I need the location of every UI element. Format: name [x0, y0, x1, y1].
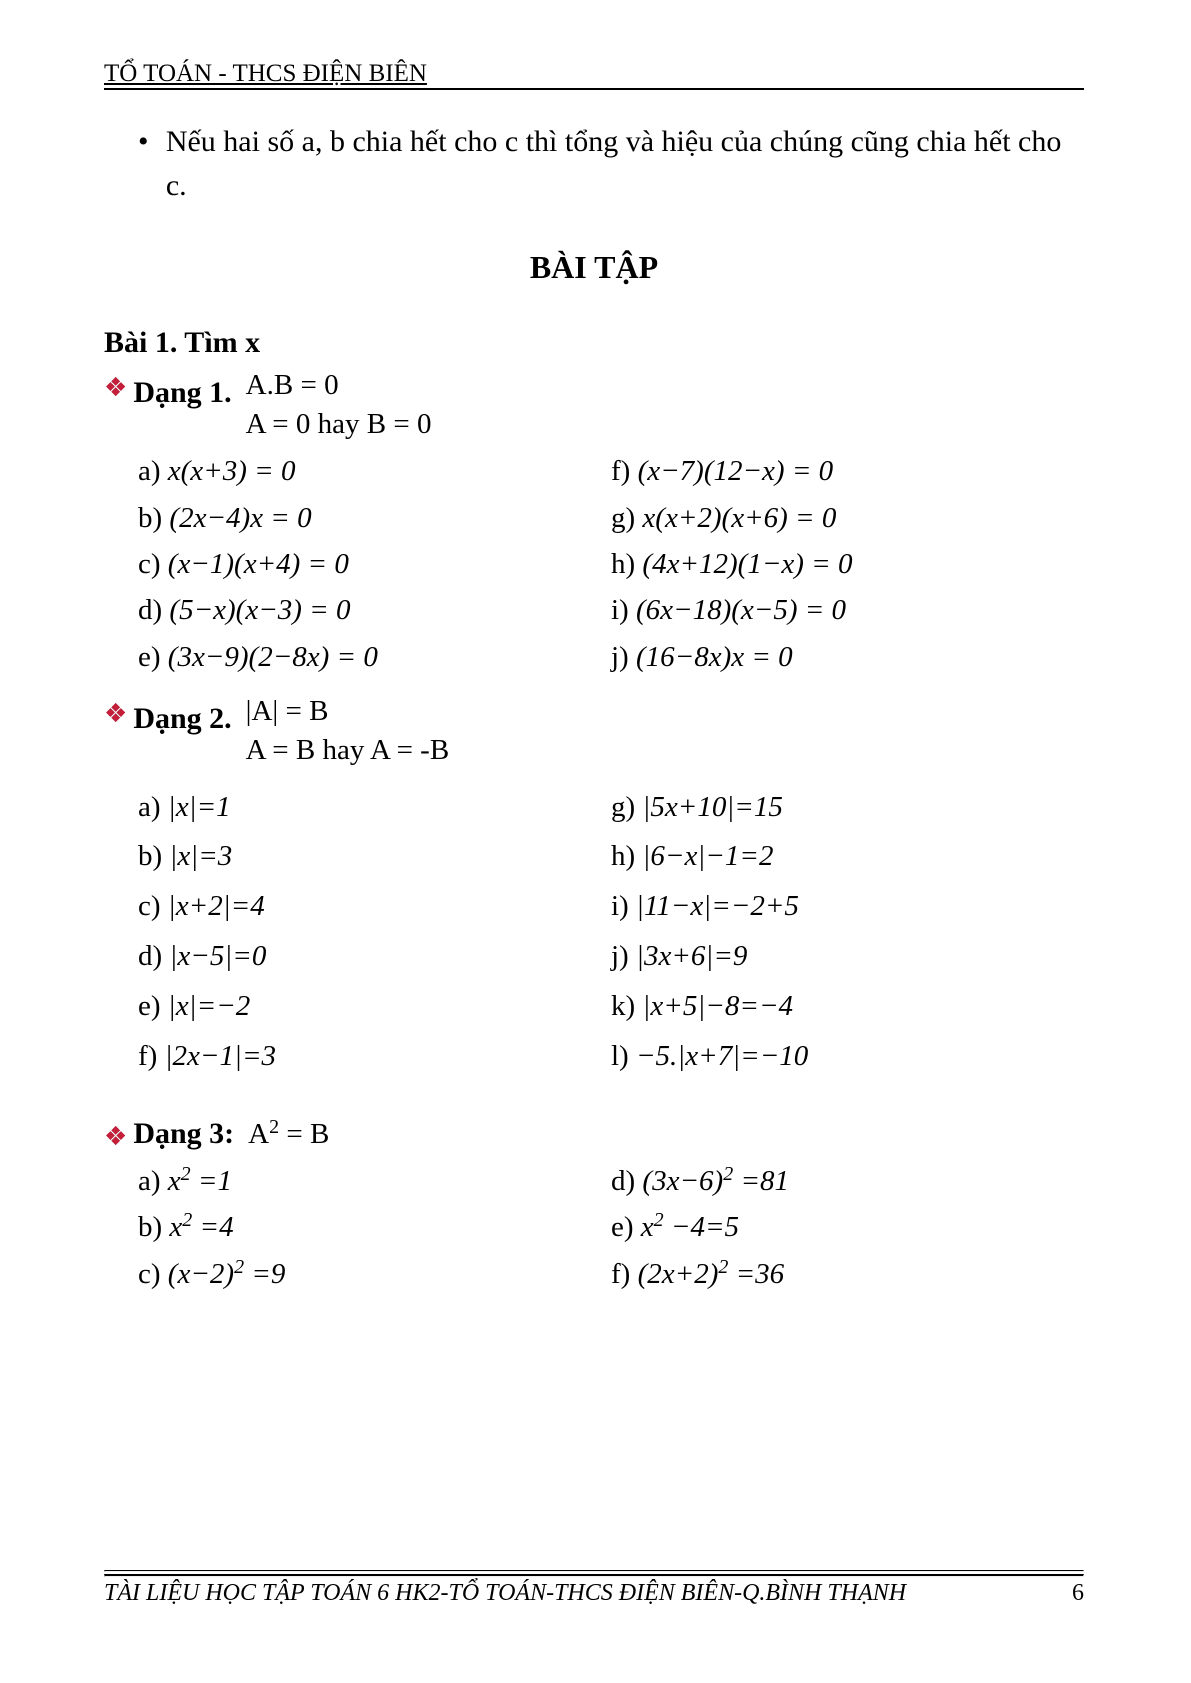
dang2-rule2: A = B hay A = -B — [246, 734, 450, 766]
dang1-rule1: A.B = 0 — [246, 369, 339, 401]
list-item: j) (16−8x)x = 0 — [611, 634, 1084, 680]
bai1-title: Bài 1. Tìm x — [104, 326, 1084, 360]
footer-rule2 — [104, 1574, 1084, 1577]
header: TỔ TOÁN - THCS ĐIỆN BIÊN — [104, 60, 1084, 90]
page-number: 6 — [1072, 1580, 1084, 1607]
list-item: c) (x−1)(x+4) = 0 — [138, 541, 611, 587]
list-item: e) x2 −4=5 — [611, 1204, 1084, 1250]
list-item: b) |x|=3 — [138, 832, 611, 882]
list-item: j) |3x+6|=9 — [611, 932, 1084, 982]
list-item: a) x(x+3) = 0 — [138, 448, 611, 494]
footer-rule — [104, 1570, 1084, 1572]
dang2-left: a) |x|=1 b) |x|=3 c) |x+2|=4 d) |x−5|=0 … — [138, 783, 611, 1082]
dang1-left: a) x(x+3) = 0 b) (2x−4)x = 0 c) (x−1)(x+… — [138, 448, 611, 680]
footer-text: TÀI LIỆU HỌC TẬP TOÁN 6 HK2-TỔ TOÁN-THCS… — [104, 1580, 906, 1607]
note-block: • Nếu hai số a, b chia hết cho c thì tổn… — [138, 120, 1084, 207]
page-content: TỔ TOÁN - THCS ĐIỆN BIÊN • Nếu hai số a,… — [104, 60, 1084, 1297]
list-item: h) |6−x|−1=2 — [611, 832, 1084, 882]
list-item: a) x2 =1 — [138, 1158, 611, 1204]
dang2-label: Dạng 2. — [133, 702, 231, 736]
dang3-left: a) x2 =1 b) x2 =4 c) (x−2)2 =9 — [138, 1158, 611, 1297]
dang1-label: Dạng 1. — [133, 376, 231, 410]
footer: TÀI LIỆU HỌC TẬP TOÁN 6 HK2-TỔ TOÁN-THCS… — [104, 1580, 1084, 1607]
list-item: i) (6x−18)(x−5) = 0 — [611, 587, 1084, 633]
list-item: f) (2x+2)2 =36 — [611, 1251, 1084, 1297]
dang3-items: a) x2 =1 b) x2 =4 c) (x−2)2 =9 d) (3x−6)… — [138, 1158, 1084, 1297]
list-item: d) |x−5|=0 — [138, 932, 611, 982]
dang2-rule: |A| = B A = B hay A = -B — [246, 692, 450, 770]
list-item: l) −5.|x+7|=−10 — [611, 1032, 1084, 1082]
list-item: b) x2 =4 — [138, 1204, 611, 1250]
dang2-rule1: |A| = B — [246, 695, 329, 727]
list-item: h) (4x+12)(1−x) = 0 — [611, 541, 1084, 587]
list-item: e) (3x−9)(2−8x) = 0 — [138, 634, 611, 680]
list-item: c) |x+2|=4 — [138, 882, 611, 932]
list-item: a) |x|=1 — [138, 783, 611, 833]
dang1-rule: A.B = 0 A = 0 hay B = 0 — [246, 366, 432, 444]
dang1-items: a) x(x+3) = 0 b) (2x−4)x = 0 c) (x−1)(x+… — [138, 448, 1084, 680]
dang3-label: Dạng 3: — [133, 1117, 234, 1151]
list-item: b) (2x−4)x = 0 — [138, 495, 611, 541]
dang1-right: f) (x−7)(12−x) = 0 g) x(x+2)(x+6) = 0 h)… — [611, 448, 1084, 680]
section-title: BÀI TẬP — [104, 249, 1084, 286]
list-item: c) (x−2)2 =9 — [138, 1251, 611, 1297]
list-item: i) |11−x|=−2+5 — [611, 882, 1084, 932]
diamond-icon: ❖ — [104, 1121, 127, 1152]
diamond-icon: ❖ — [104, 372, 127, 403]
dang3-right: d) (3x−6)2 =81 e) x2 −4=5 f) (2x+2)2 =36 — [611, 1158, 1084, 1297]
list-item: d) (3x−6)2 =81 — [611, 1158, 1084, 1204]
note-text: Nếu hai số a, b chia hết cho c thì tổng … — [166, 120, 1084, 207]
list-item: k) |x+5|−8=−4 — [611, 982, 1084, 1032]
bullet-icon: • — [138, 120, 166, 207]
dang2-items: a) |x|=1 b) |x|=3 c) |x+2|=4 d) |x−5|=0 … — [138, 783, 1084, 1082]
list-item: f) (x−7)(12−x) = 0 — [611, 448, 1084, 494]
header-text: TỔ TOÁN - THCS ĐIỆN BIÊN — [104, 60, 427, 88]
dang3-header: ❖ Dạng 3: A2 = B — [104, 1114, 1084, 1154]
list-item: g) |5x+10|=15 — [611, 783, 1084, 833]
dang1-header: ❖ Dạng 1. A.B = 0 A = 0 hay B = 0 — [104, 366, 1084, 444]
dang1-rule2: A = 0 hay B = 0 — [246, 408, 432, 440]
dang3-rule: A2 = B — [248, 1114, 329, 1154]
list-item: f) |2x−1|=3 — [138, 1032, 611, 1082]
dang2-right: g) |5x+10|=15 h) |6−x|−1=2 i) |11−x|=−2+… — [611, 783, 1084, 1082]
list-item: e) |x|=−2 — [138, 982, 611, 1032]
dang2-header: ❖ Dạng 2. |A| = B A = B hay A = -B — [104, 692, 1084, 770]
diamond-icon: ❖ — [104, 698, 127, 729]
list-item: d) (5−x)(x−3) = 0 — [138, 587, 611, 633]
list-item: g) x(x+2)(x+6) = 0 — [611, 495, 1084, 541]
